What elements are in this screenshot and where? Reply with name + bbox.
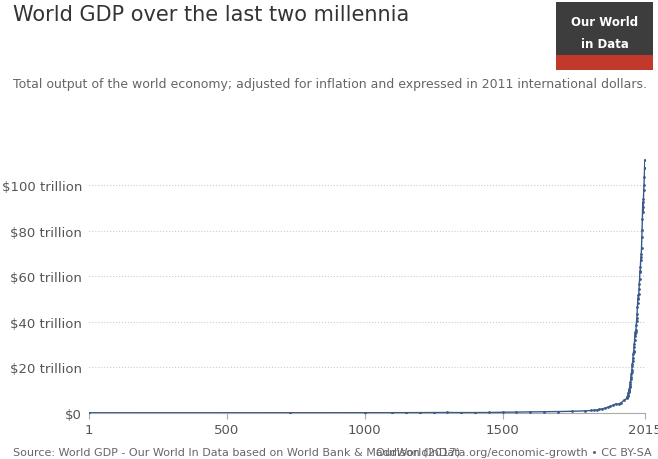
- Text: World GDP over the last two millennia: World GDP over the last two millennia: [13, 5, 409, 24]
- Text: OurWorldInData.org/economic-growth • CC BY-SA: OurWorldInData.org/economic-growth • CC …: [376, 447, 651, 457]
- Text: Our World: Our World: [571, 16, 638, 29]
- Bar: [556, 56, 653, 71]
- Text: in Data: in Data: [581, 38, 628, 50]
- FancyBboxPatch shape: [556, 3, 653, 71]
- Text: Total output of the world economy; adjusted for inflation and expressed in 2011 : Total output of the world economy; adjus…: [13, 78, 647, 91]
- Text: Source: World GDP - Our World In Data based on World Bank & Maddison (2017): Source: World GDP - Our World In Data ba…: [13, 447, 461, 457]
